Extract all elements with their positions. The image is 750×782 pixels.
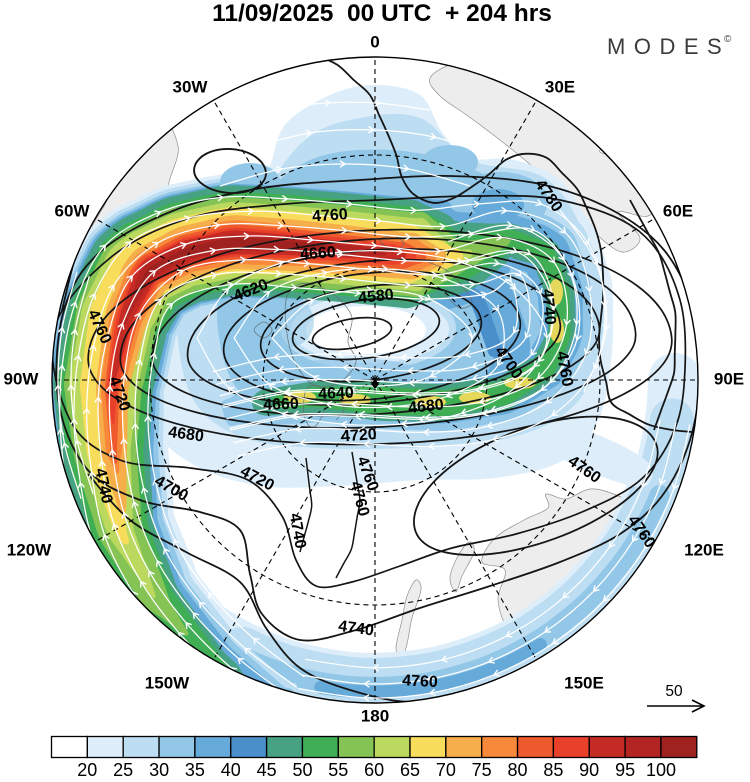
svg-text:0: 0 (370, 32, 379, 51)
svg-text:35: 35 (185, 760, 205, 780)
svg-text:100: 100 (646, 760, 676, 780)
svg-text:4640: 4640 (318, 385, 354, 403)
svg-text:©: © (724, 34, 732, 45)
svg-text:60: 60 (364, 760, 384, 780)
svg-text:30W: 30W (173, 77, 209, 96)
svg-text:4760: 4760 (402, 672, 439, 691)
svg-text:95: 95 (615, 760, 635, 780)
svg-text:4680: 4680 (407, 396, 444, 417)
svg-text:4720: 4720 (341, 426, 378, 445)
svg-text:150E: 150E (564, 673, 604, 692)
svg-text:4680: 4680 (167, 424, 205, 446)
svg-text:80: 80 (507, 760, 527, 780)
svg-text:4760: 4760 (553, 350, 576, 388)
svg-text:4740: 4740 (337, 618, 375, 640)
svg-text:4580: 4580 (357, 286, 394, 307)
svg-text:4760: 4760 (312, 206, 349, 225)
svg-text:4740: 4740 (286, 512, 309, 550)
svg-text:120E: 120E (684, 540, 724, 559)
svg-text:11/09/2025 00 UTC + 204 hrs: 11/09/2025 00 UTC + 204 hrs (212, 0, 552, 27)
svg-text:40: 40 (221, 760, 241, 780)
svg-text:55: 55 (328, 760, 348, 780)
svg-text:50: 50 (665, 683, 683, 700)
svg-text:90: 90 (579, 760, 599, 780)
svg-text:60E: 60E (663, 201, 693, 220)
svg-text:50: 50 (292, 760, 312, 780)
svg-text:65: 65 (400, 760, 420, 780)
svg-text:20: 20 (77, 760, 97, 780)
svg-text:30: 30 (149, 760, 169, 780)
svg-text:150W: 150W (145, 673, 190, 692)
svg-text:90W: 90W (4, 369, 40, 388)
svg-text:4660: 4660 (263, 396, 299, 414)
svg-text:45: 45 (257, 760, 277, 780)
svg-text:75: 75 (472, 760, 492, 780)
svg-text:MODES: MODES (607, 34, 730, 59)
svg-text:25: 25 (113, 760, 133, 780)
svg-text:120W: 120W (7, 540, 52, 559)
svg-text:30E: 30E (545, 77, 575, 96)
svg-text:70: 70 (436, 760, 456, 780)
svg-text:60W: 60W (55, 201, 91, 220)
svg-text:180: 180 (361, 706, 389, 725)
svg-text:4740: 4740 (538, 289, 558, 326)
svg-text:90E: 90E (714, 369, 744, 388)
svg-text:85: 85 (543, 760, 563, 780)
svg-text:4660: 4660 (300, 244, 337, 263)
